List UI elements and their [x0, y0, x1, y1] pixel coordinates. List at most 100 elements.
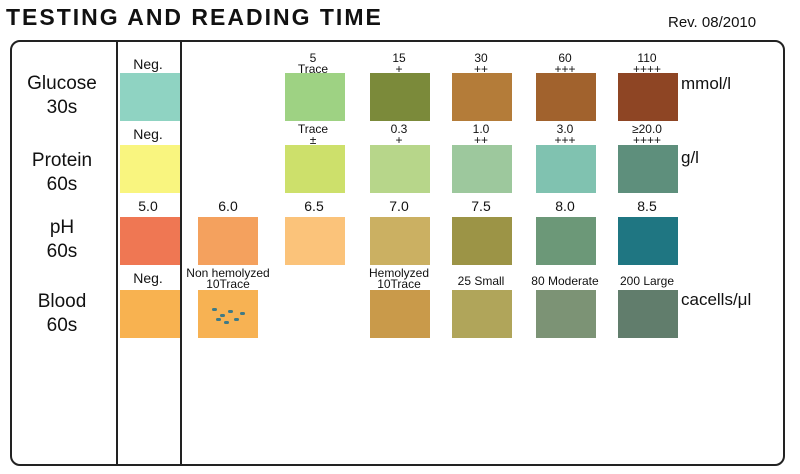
ph-label-6.0: 6.0	[218, 198, 238, 214]
row-label-ph: pH 60s	[10, 216, 114, 264]
blood-value: 10Trace	[206, 277, 250, 291]
glucose-swatch-110	[618, 73, 678, 121]
ph-label-8.5: 8.5	[637, 198, 657, 214]
unit-glucose: mmol/l	[681, 74, 732, 93]
glucose-swatch-30	[452, 73, 512, 121]
protein-label-20.0: ≥20.0 ++++	[592, 122, 702, 147]
row-name: Blood	[37, 291, 87, 312]
blood-swatch-moderate	[536, 290, 596, 338]
speckle-dot	[228, 310, 233, 313]
glucose-sign: ++	[473, 62, 488, 76]
row-name: pH	[49, 217, 75, 238]
protein-swatch-trace	[285, 145, 345, 193]
row-name: Protein	[31, 150, 93, 171]
ph-swatch-6.0	[198, 217, 258, 265]
blood-label-large: 200 Large	[619, 274, 675, 288]
glucose-sign: +++	[554, 62, 576, 76]
ph-label-6.5: 6.5	[304, 198, 324, 214]
glucose-swatch-15	[370, 73, 430, 121]
protein-neg-label: Neg.	[133, 126, 163, 142]
ph-label-7.0: 7.0	[389, 198, 409, 214]
protein-value: 3.0	[556, 122, 574, 136]
speckle-dot	[212, 308, 217, 311]
protein-label-1.0: 1.0 ++	[426, 122, 536, 147]
blood-label-moderate: 80 Moderate	[531, 274, 599, 288]
glucose-label-30: 30 ++	[426, 51, 536, 76]
protein-value: 0.3	[390, 122, 408, 136]
glucose-neg-label: Neg.	[133, 56, 163, 72]
glucose-sign: +	[395, 62, 403, 76]
ph-swatch-8.5	[618, 217, 678, 265]
glucose-swatch-60	[536, 73, 596, 121]
neg-column-right-divider	[180, 40, 182, 466]
neg-column-left-divider	[116, 40, 118, 466]
glucose-value: 30	[474, 51, 488, 65]
blood-label-hemolyzed: Hemolyzed 10Trace	[344, 266, 454, 291]
page-title: TESTING AND READING TIME	[6, 4, 383, 30]
protein-sign: +++	[554, 133, 576, 147]
blood-swatch-non-hemolyzed	[198, 290, 258, 338]
protein-label-trace: Trace ±	[258, 122, 368, 147]
protein-sign: ++	[473, 133, 488, 147]
chart-frame	[10, 40, 785, 466]
row-label-blood: Blood 60s	[10, 290, 114, 338]
speckle-dot	[216, 318, 221, 321]
unit-protein: g/l	[681, 148, 699, 167]
protein-swatch-20.0	[618, 145, 678, 193]
glucose-sign: Trace	[297, 62, 329, 76]
row-time: 60s	[46, 241, 78, 262]
blood-swatch-hemolyzed	[370, 290, 430, 338]
speckle-dot	[240, 312, 245, 315]
ph-swatch-7.0	[370, 217, 430, 265]
protein-sign: ±	[309, 133, 317, 147]
protein-sign: +	[395, 133, 403, 147]
blood-value: 10Trace	[377, 277, 421, 291]
protein-swatch-0.3	[370, 145, 430, 193]
glucose-label-5: 5 Trace	[258, 51, 368, 76]
protein-swatch-1.0	[452, 145, 512, 193]
glucose-swatch-5	[285, 73, 345, 121]
protein-sign: ++++	[632, 133, 662, 147]
unit-blood: cacells/μl	[681, 290, 752, 309]
glucose-label-60: 60 +++	[510, 51, 620, 76]
blood-swatch-large	[618, 290, 678, 338]
ph-swatch-5.0	[120, 217, 180, 265]
ph-label-5.0: 5.0	[138, 198, 158, 214]
blood-swatch-neg	[120, 290, 180, 338]
blood-caption: Hemolyzed	[368, 266, 430, 280]
glucose-swatch-neg	[120, 73, 180, 121]
row-time: 60s	[46, 315, 78, 336]
blood-swatch-small	[452, 290, 512, 338]
row-label-protein: Protein 60s	[10, 149, 114, 197]
blood-neg-label: Neg.	[133, 270, 163, 286]
speckle-dot	[234, 318, 239, 321]
protein-swatch-3.0	[536, 145, 596, 193]
blood-caption: Non hemolyzed	[186, 266, 270, 280]
glucose-sign: ++++	[632, 62, 662, 76]
row-time: 60s	[46, 174, 78, 195]
blood-label-non-hemolyzed: Non hemolyzed 10Trace	[173, 266, 283, 291]
revision-label: Rev. 08/2010	[668, 14, 757, 31]
glucose-label-15: 15 +	[344, 51, 454, 76]
ph-label-8.0: 8.0	[555, 198, 575, 214]
glucose-label-110: 110 ++++	[592, 51, 702, 76]
glucose-value: 60	[558, 51, 572, 65]
speckle-dot	[220, 314, 225, 317]
glucose-value: 15	[392, 51, 406, 65]
ph-swatch-7.5	[452, 217, 512, 265]
ph-label-7.5: 7.5	[471, 198, 491, 214]
protein-swatch-neg	[120, 145, 180, 193]
row-time: 30s	[46, 97, 78, 118]
protein-value: ≥20.0	[632, 122, 662, 136]
row-name: Glucose	[27, 73, 97, 94]
ph-swatch-8.0	[536, 217, 596, 265]
protein-label-0.3: 0.3 +	[344, 122, 454, 147]
speckle-dot	[224, 321, 229, 324]
glucose-value: 5	[309, 51, 317, 65]
glucose-value: 110	[637, 51, 657, 65]
protein-value: Trace	[297, 122, 329, 136]
protein-value: 1.0	[472, 122, 490, 136]
ph-swatch-6.5	[285, 217, 345, 265]
protein-label-3.0: 3.0 +++	[510, 122, 620, 147]
blood-label-small: 25 Small	[457, 274, 505, 288]
